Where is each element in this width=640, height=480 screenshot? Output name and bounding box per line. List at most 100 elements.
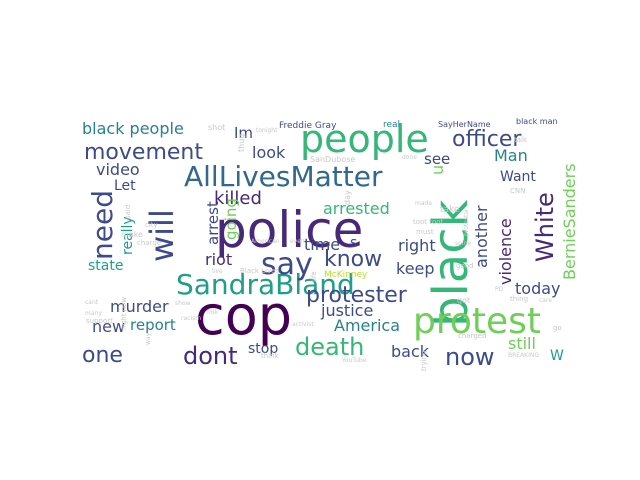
word-charge: charge [137,239,161,247]
word-man: Man [494,146,528,165]
word-dont: dont [183,342,238,370]
word-look: look [252,143,286,162]
word-toot-toot: toot toot [413,218,444,226]
word-live: live [212,268,223,275]
word-arrest: arrest [204,201,222,245]
word-still: still [508,334,536,353]
word-one: one [82,343,123,368]
word-city: city [145,221,158,229]
word-support: support [86,317,113,325]
word-youtube: YouTube [341,357,367,364]
word-made: made [415,200,432,207]
word-think: think [261,352,280,360]
word-mckinney: McKinney [324,270,368,280]
word-breaking: BREAKING [508,352,539,359]
word-alllivesmatter: AllLivesMatter [184,160,383,193]
word-thing: thing [510,295,528,303]
word-america: America [334,316,400,335]
word-protest: protest [413,301,541,342]
word-cnn: CNN [510,187,525,195]
word-thug: thug [237,134,246,152]
word-arrested: arrested [323,199,390,218]
word-real: real [383,120,400,130]
word-care: care [539,297,552,304]
word-shot: shot [208,123,225,132]
word-protestor: protestor [463,208,470,236]
word-said: said [124,205,132,219]
word-video: video [96,160,140,179]
word-really: really [120,216,136,255]
word-trying: trying [420,350,428,371]
word-talk: talk [514,136,528,144]
word-see: see [424,150,450,168]
word-black: black [423,199,479,327]
word-officer: officer [452,127,522,152]
word-back: back [391,342,430,361]
word-make: make [121,230,143,239]
word-way: way [145,332,152,345]
word-killed: killed [214,188,262,209]
word-day: day [343,190,352,205]
word-report: report [130,316,176,334]
word-life: life [310,271,318,282]
word-police: police [215,201,363,259]
word-need: need [86,190,119,260]
word-racism: racism [181,315,201,322]
word-murder: murder [110,297,169,316]
word-go: go [553,324,562,332]
word-protester: protester [306,283,408,308]
word-u: u [428,165,447,175]
word-will: will [143,209,181,262]
word-movement: movement [84,140,203,165]
word-cop: cop [195,284,292,347]
word-many: many [85,310,102,317]
word-im: Im [234,124,253,142]
word-cant: cant [85,299,99,306]
word-tonight: tonight [256,127,278,134]
word-charged: charged [458,332,487,340]
word-people: people [300,117,429,161]
word-black-man: black man [516,117,558,126]
word-state: state [88,258,123,274]
word-right-now: right now [120,297,128,330]
word-say: say [261,247,313,282]
word-even: even [290,238,305,245]
word-got: got [457,296,470,305]
word-sandubose: SanDubose [310,155,355,164]
word-death: death [295,333,364,361]
word-sandrabland: SandraBland [176,268,355,301]
word-violence: violence [496,218,515,285]
word-w: W [550,348,564,364]
word-justice: justice [320,301,373,320]
word-today: today [515,279,561,298]
word-stop: stop [248,341,278,357]
word-another: another [472,205,491,268]
word-black-lives: Black Lives [240,267,279,275]
word-show: show [175,300,191,307]
word-right: right [398,236,436,255]
word-good: good [456,262,473,270]
word-pd: PD [495,286,504,293]
word-white: White [531,192,559,262]
word-keep: keep [396,259,435,278]
word-riot: riot [205,250,232,269]
word-let: Let [114,178,136,194]
word-freddie-gray: Freddie Gray [279,121,337,131]
word-american: American [251,238,280,245]
word-going: going [222,198,240,240]
word-want: Want [500,169,536,185]
word-take: take [440,205,460,215]
word-done: done [402,154,417,161]
cloud-background [80,106,560,368]
word-sayhername: SayHerName [438,120,491,129]
word-berniesanders: BernieSanders [560,163,579,280]
word-activist: activist [292,321,314,328]
word-s: s [350,235,357,251]
word-now: now [445,343,495,371]
word-black-people: black people [82,119,184,138]
word-know: know [324,247,382,272]
word-time: time [304,235,340,254]
word-new: new [92,317,125,336]
word-spine: spine [455,240,471,247]
